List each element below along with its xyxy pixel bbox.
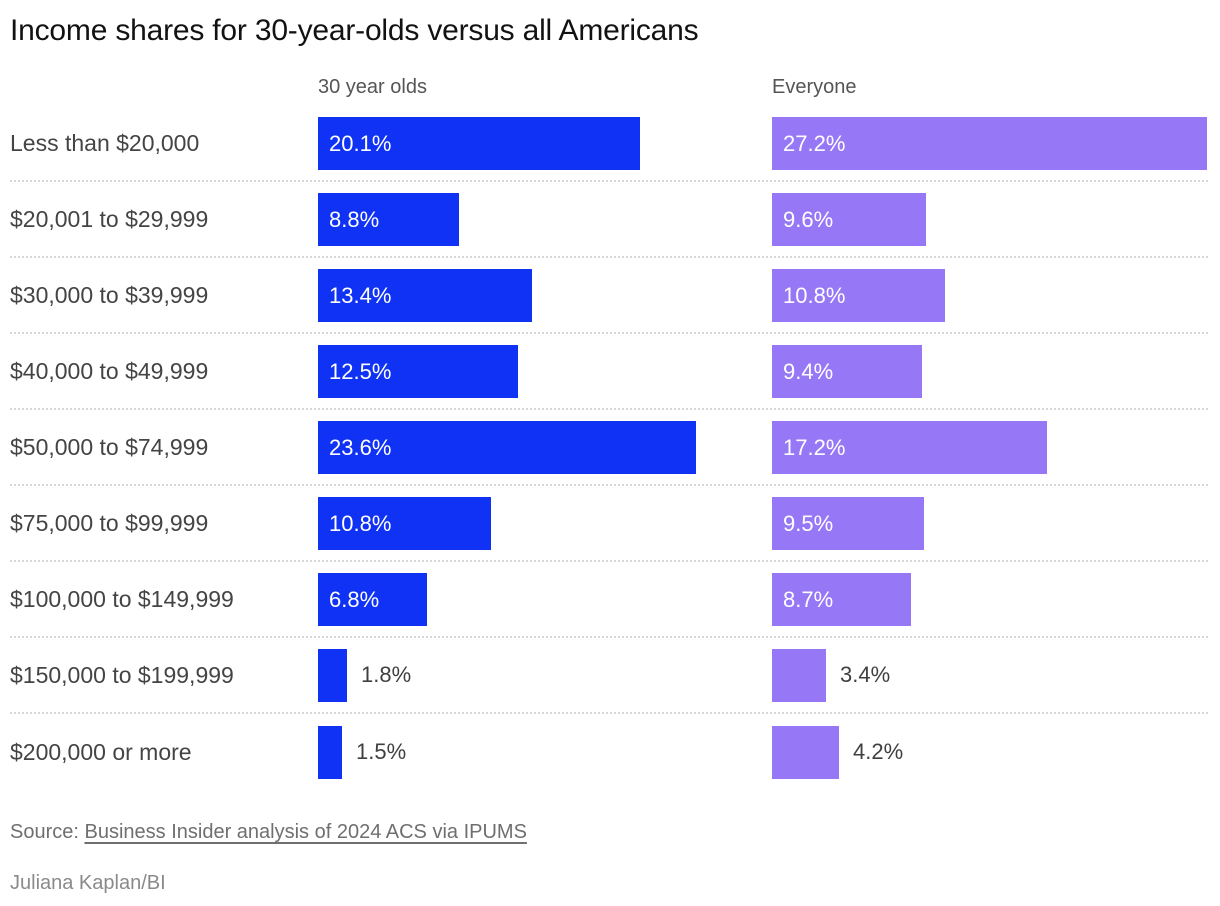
source-prefix: Source: [10,821,85,843]
value-label: 10.8% [783,282,846,308]
value-label: 27.2% [783,130,846,156]
chart-title: Income shares for 30-year-olds versus al… [10,14,699,47]
bar-cell-series2: 27.2% [772,116,1208,170]
category-label: $40,000 to $49,999 [10,358,209,384]
category-label: $30,000 to $39,999 [10,282,209,308]
bar-series1: 23.6% [318,420,696,474]
value-label: 8.8% [329,206,380,232]
bar-cell-series1: 13.4% [318,268,772,322]
value-label: 1.5% [356,739,407,764]
value-label: 13.4% [329,282,392,308]
bar-series1: 10.8% [318,496,491,550]
source-line: Source: Business Insider analysis of 202… [10,819,1208,845]
bar-series1: 12.5% [318,344,518,398]
bar-chart: Less than $20,000 20.1% 27.2% $20,001 to $2… [10,106,1208,790]
bar-series2 [772,725,839,779]
bar-series2 [772,648,826,702]
category-label: $50,000 to $74,999 [10,434,209,460]
chart-footer: Source: Business Insider analysis of 202… [10,819,1208,896]
source-link[interactable]: Business Insider analysis of 2024 ACS vi… [84,821,527,843]
category-label: $150,000 to $199,999 [10,662,234,688]
bar-cell-series2: 17.2% [772,420,1208,474]
category-label: $75,000 to $99,999 [10,510,209,536]
bar-cell-series2: 4.2% [772,725,1208,779]
bar-cell-series2: 9.6% [772,192,1208,246]
byline: Juliana Kaplan/BI [10,872,166,894]
column-headers: 30 year olds Everyone [10,75,1208,99]
bar-series1: 6.8% [318,572,427,626]
bar-series2: 9.4% [772,344,922,398]
category-label: Less than $20,000 [10,130,200,156]
value-label: 8.7% [783,586,834,612]
category-label: $20,001 to $29,999 [10,206,209,232]
bar-series2: 17.2% [772,420,1047,474]
value-label: 20.1% [329,130,392,156]
bar-cell-series2: 3.4% [772,648,1208,702]
bar-series2: 8.7% [772,572,911,626]
value-label: 10.8% [329,510,392,536]
bar-series2: 10.8% [772,268,945,322]
table-row: $100,000 to $149,999 6.8% 8.7% [10,562,1208,638]
value-label: 9.4% [783,358,834,384]
bar-cell-series1: 8.8% [318,192,772,246]
bar-series1: 13.4% [318,268,532,322]
table-row: $40,000 to $49,999 12.5% 9.4% [10,334,1208,410]
bar-series2: 9.5% [772,496,924,550]
bar-cell-series1: 10.8% [318,496,772,550]
series1-header: 30 year olds [318,76,427,98]
value-label: 1.8% [361,662,412,687]
bar-series2: 9.6% [772,192,926,246]
table-row: $50,000 to $74,999 23.6% 17.2% [10,410,1208,486]
value-label: 12.5% [329,358,392,384]
table-row: $150,000 to $199,999 1.8% 3.4% [10,638,1208,714]
bar-series1: 8.8% [318,192,459,246]
value-label: 9.5% [783,510,834,536]
bar-cell-series1: 12.5% [318,344,772,398]
table-row: $200,000 or more 1.5% 4.2% [10,714,1208,790]
table-row: $20,001 to $29,999 8.8% 9.6% [10,182,1208,258]
bar-cell-series2: 9.4% [772,344,1208,398]
bar-series1 [318,725,342,779]
bar-cell-series2: 8.7% [772,572,1208,626]
category-label: $100,000 to $149,999 [10,586,234,612]
category-label: $200,000 or more [10,739,192,765]
bar-cell-series1: 23.6% [318,420,772,474]
bar-series1: 20.1% [318,116,640,170]
bar-series2: 27.2% [772,116,1207,170]
bar-cell-series2: 10.8% [772,268,1208,322]
series2-header: Everyone [772,76,857,98]
bar-cell-series1: 1.5% [318,725,772,779]
value-label: 23.6% [329,434,392,460]
bar-cell-series1: 20.1% [318,116,772,170]
value-label: 9.6% [783,206,834,232]
table-row: $75,000 to $99,999 10.8% 9.5% [10,486,1208,562]
bar-cell-series1: 6.8% [318,572,772,626]
value-label: 3.4% [840,662,891,687]
value-label: 17.2% [783,434,846,460]
category-column-spacer [10,75,318,99]
value-label: 4.2% [853,739,904,764]
bar-cell-series1: 1.8% [318,648,772,702]
bar-series1 [318,648,347,702]
table-row: $30,000 to $39,999 13.4% 10.8% [10,258,1208,334]
value-label: 6.8% [329,586,380,612]
table-row: Less than $20,000 20.1% 27.2% [10,106,1208,182]
bar-cell-series2: 9.5% [772,496,1208,550]
